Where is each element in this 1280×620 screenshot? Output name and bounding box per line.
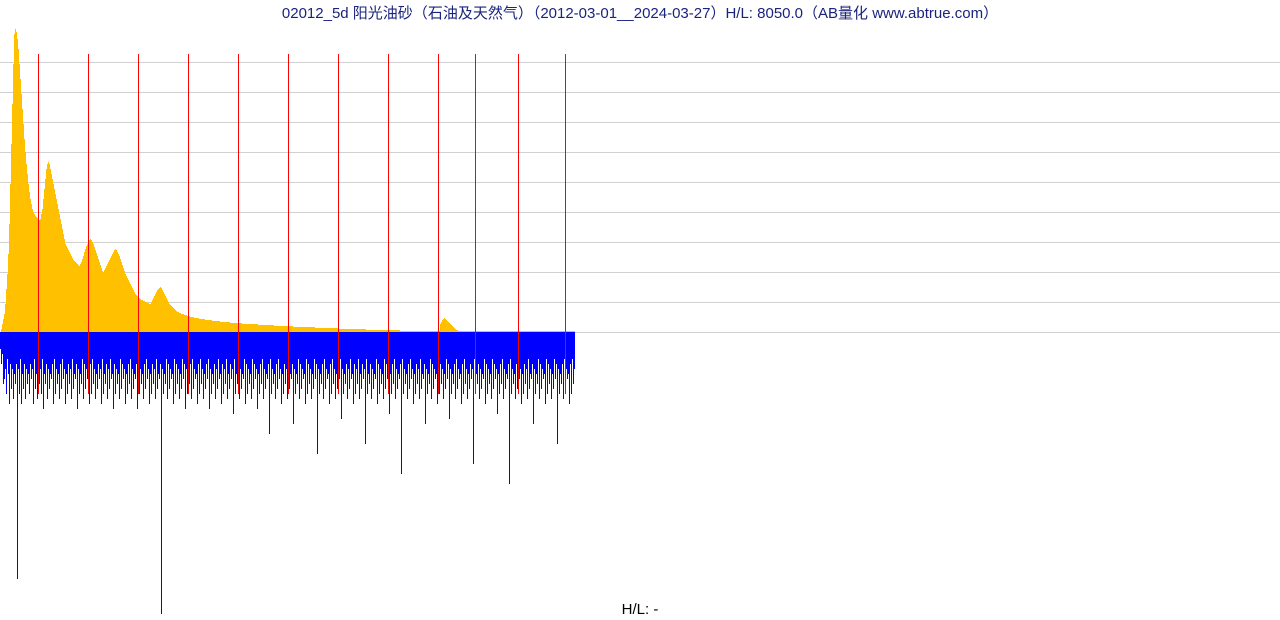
chart-title: 02012_5d 阳光油砂（石油及天然气）（2012-03-01__2024-0… <box>0 2 1280 23</box>
vertical-marker <box>565 54 566 394</box>
vertical-marker <box>288 54 289 394</box>
vertical-marker <box>338 54 339 394</box>
vertical-marker <box>138 54 139 394</box>
vertical-marker <box>188 54 189 394</box>
lower-bar <box>161 332 162 614</box>
chart-footer: H/L: - <box>0 601 1280 618</box>
gridline <box>0 272 1280 273</box>
gridline <box>0 182 1280 183</box>
vertical-marker <box>238 54 239 394</box>
vertical-marker <box>518 54 519 394</box>
gridline <box>0 152 1280 153</box>
gridline <box>0 122 1280 123</box>
vertical-marker <box>388 54 389 394</box>
chart-area <box>0 24 1280 594</box>
gridline <box>0 242 1280 243</box>
lower-bar <box>17 332 18 579</box>
gridline <box>0 212 1280 213</box>
vertical-marker <box>438 54 439 394</box>
gridline <box>0 92 1280 93</box>
vertical-marker <box>88 54 89 394</box>
gridline <box>0 62 1280 63</box>
lower-bar <box>574 332 575 369</box>
vertical-marker <box>38 54 39 394</box>
gridline <box>0 302 1280 303</box>
vertical-marker <box>475 54 476 394</box>
